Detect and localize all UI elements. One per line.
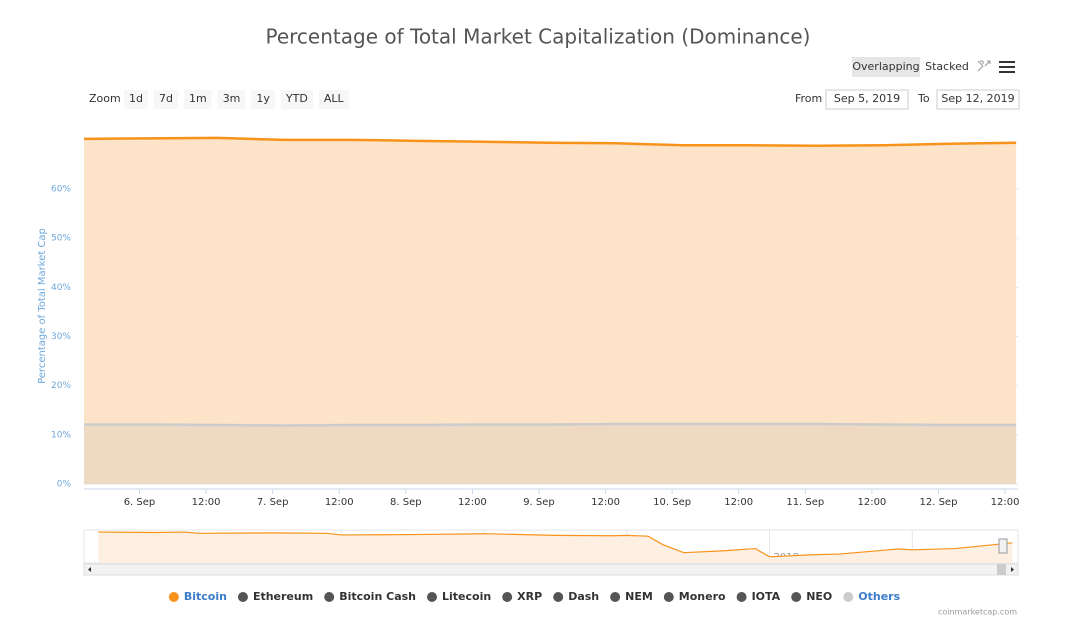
legend-swatch[interactable] (426, 592, 437, 602)
zoom-button-label[interactable]: 1m (189, 92, 207, 105)
legend-item[interactable]: Bitcoin Cash (324, 590, 416, 603)
y-tick-label: 60% (51, 185, 71, 195)
x-tick-label: 10. Sep (653, 497, 691, 508)
legend-label[interactable]: Others (858, 590, 900, 603)
to-value[interactable]: Sep 12, 2019 (941, 92, 1014, 105)
x-tick-label: 7. Sep (257, 497, 289, 508)
y-tick-label: 0% (57, 480, 72, 490)
legend-item[interactable]: Litecoin (426, 590, 491, 603)
area (84, 424, 1017, 484)
zoom-label: Zoom (89, 92, 121, 105)
y-tick-label: 10% (51, 430, 71, 440)
x-tick-label: 8. Sep (390, 497, 422, 508)
x-tick-label: 12:00 (192, 497, 221, 508)
y-tick-label: 40% (51, 283, 71, 293)
y-axis-title: Percentage of Total Market Cap (37, 228, 48, 384)
zoom-button-label[interactable]: 3m (223, 92, 241, 105)
zoom-button-label[interactable]: YTD (285, 92, 308, 105)
legend-item[interactable]: Ethereum (237, 590, 313, 603)
legend-label[interactable]: IOTA (752, 590, 781, 603)
zoom-button[interactable] (153, 90, 178, 109)
y-tick-label: 20% (51, 381, 71, 391)
legend-swatch[interactable] (168, 592, 179, 602)
legend-swatch[interactable] (791, 592, 802, 602)
x-tick-label: 12:00 (724, 497, 753, 508)
x-tick-label: 12:00 (991, 497, 1020, 508)
zoom-button[interactable] (124, 90, 148, 109)
navigator-area (98, 532, 1013, 563)
legend-swatch[interactable] (663, 592, 674, 602)
x-tick-label: 9. Sep (523, 497, 555, 508)
zoom-button[interactable] (251, 90, 275, 109)
legend-item[interactable]: NEO (791, 590, 832, 603)
scrollbar[interactable] (83, 563, 1019, 576)
zoom-button-label[interactable]: 7d (159, 92, 173, 105)
legend-item[interactable]: XRP (502, 590, 542, 603)
x-tick-label: 12:00 (591, 497, 620, 508)
legend-label[interactable]: Monero (679, 590, 726, 603)
legend-item[interactable]: Monero (663, 590, 726, 603)
fullscreen-icon[interactable] (977, 60, 991, 72)
from-label: From (795, 92, 822, 105)
legend-label[interactable]: XRP (517, 590, 542, 603)
legend-item[interactable]: Dash (553, 590, 599, 603)
chart-title: Percentage of Total Market Capitalizatio… (266, 25, 811, 49)
menu-icon[interactable] (999, 61, 1015, 73)
zoom-button-label[interactable]: ALL (324, 92, 345, 105)
overlapping-label[interactable]: Overlapping (852, 60, 919, 73)
line (84, 422, 1017, 427)
x-tick-label: 12:00 (458, 497, 487, 508)
zoom-button[interactable] (183, 90, 212, 109)
x-tick-label: 12:00 (325, 497, 354, 508)
zoom-button-label[interactable]: 1y (256, 92, 270, 105)
legend-label[interactable]: Dash (568, 590, 599, 603)
legend-label[interactable]: NEO (806, 590, 832, 603)
legend-label[interactable]: Ethereum (253, 590, 313, 603)
legend-item[interactable]: IOTA (736, 590, 781, 603)
zoom-button[interactable] (318, 90, 349, 109)
legend-label[interactable]: NEM (625, 590, 653, 603)
credit: coinmarketcap.com (938, 608, 1017, 617)
legend-item[interactable]: Others (843, 590, 901, 603)
legend-swatch[interactable] (736, 592, 747, 602)
overlapping-button[interactable] (852, 57, 920, 77)
stacked-label[interactable]: Stacked (925, 60, 969, 73)
x-tick-label: 11. Sep (786, 497, 824, 508)
scroll-left[interactable] (88, 567, 91, 572)
legend-swatch[interactable] (502, 592, 513, 602)
zoom-button-label[interactable]: 1d (129, 92, 143, 105)
x-tick-label: 12:00 (857, 497, 886, 508)
legend-swatch[interactable] (237, 592, 248, 602)
zoom-button[interactable] (280, 90, 313, 109)
legend-swatch[interactable] (324, 592, 335, 602)
to-label: To (917, 92, 930, 105)
legend-item[interactable]: NEM (610, 590, 653, 603)
legend-label[interactable]: Bitcoin (184, 590, 227, 603)
legend-label[interactable]: Litecoin (442, 590, 491, 603)
from-value[interactable]: Sep 5, 2019 (834, 92, 900, 105)
zoom-button[interactable] (217, 90, 246, 109)
y-tick-label: 30% (51, 332, 71, 342)
x-tick-label: 6. Sep (124, 497, 156, 508)
to-input[interactable] (936, 89, 1020, 110)
from-input[interactable] (825, 89, 909, 110)
legend-item[interactable]: Bitcoin (168, 590, 227, 603)
scroll-right[interactable] (1011, 567, 1014, 572)
legend-swatch[interactable] (843, 592, 854, 602)
area (84, 137, 1017, 484)
legend-swatch[interactable] (553, 592, 564, 602)
scrollbar-thumb[interactable] (997, 564, 1006, 575)
legend-label[interactable]: Bitcoin Cash (339, 590, 416, 603)
x-tick-label: 12. Sep (920, 497, 958, 508)
legend-swatch[interactable] (610, 592, 621, 602)
navigator-line (98, 531, 1013, 558)
y-tick-label: 50% (51, 234, 71, 244)
navigator-handle[interactable] (998, 538, 1008, 554)
